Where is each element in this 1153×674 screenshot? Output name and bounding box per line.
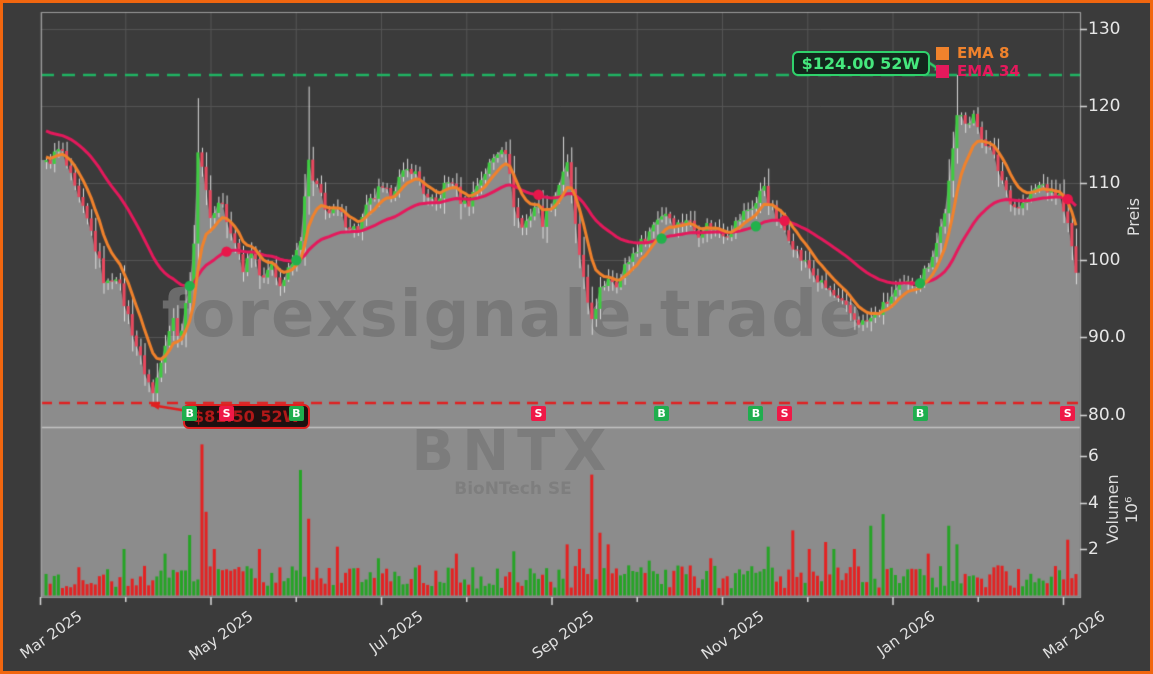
buy-signal-badge: B [654,406,670,421]
buy-signal-badge: B [748,406,764,421]
volume-tick-label: 2 [1088,539,1099,559]
ema34-swatch-icon [936,64,949,78]
price-tick-label: 90.0 [1088,327,1126,348]
legend-row-ema8: EMA 8 [936,44,1020,62]
price-tick-label: 120 [1088,95,1121,116]
high-52w-label: $124.00 52W [791,51,930,76]
ema8-swatch-icon [936,46,949,60]
buy-signal-badge: B [182,406,198,421]
volume-axis-title: Volumen [1103,474,1122,544]
volume-tick-label: 6 [1088,446,1099,466]
price-axis-title: Preis [1124,197,1143,237]
price-tick-label: 80.0 [1088,404,1126,425]
price-tick-label: 130 [1088,18,1121,39]
sell-signal-badge: S [777,406,793,421]
volume-tick-label: 4 [1088,492,1099,513]
sell-signal-badge: S [1060,406,1076,421]
sell-signal-badge: S [530,406,546,421]
price-tick-label: 110 [1088,173,1121,194]
ema34-legend-label: EMA 34 [957,62,1020,80]
buy-signal-badge: B [288,406,304,421]
price-tick-label: 100 [1088,250,1121,271]
volume-scale-label: 10⁶ [1122,496,1141,524]
sell-signal-badge: S [219,406,235,421]
legend-row-ema34: EMA 34 [936,62,1020,80]
ema-legend: EMA 8 EMA 34 [936,44,1020,80]
buy-signal-badge: B [912,406,928,421]
ema8-legend-label: EMA 8 [957,44,1010,62]
